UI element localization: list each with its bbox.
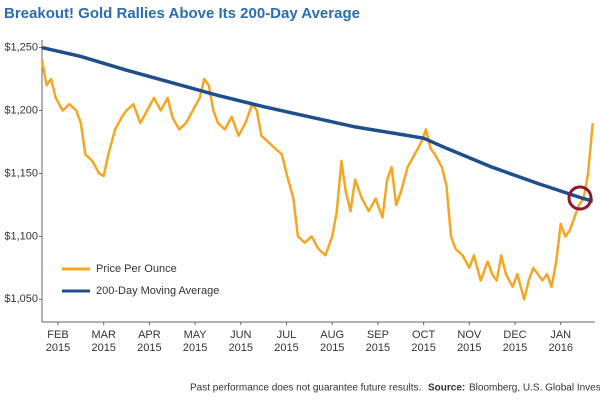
x-tick-label: SEP 2015: [366, 329, 390, 354]
x-tick-label: APR 2015: [137, 329, 161, 354]
x-tick-label: OCT 2015: [411, 329, 435, 354]
series-line: [41, 45, 594, 203]
x-tick-label: FEB 2015: [46, 329, 70, 354]
x-tick-label: JUN 2015: [229, 329, 253, 354]
legend-label: Price Per Ounce: [96, 263, 177, 275]
x-tick-label: DEC 2015: [503, 329, 527, 354]
x-tick-label: AUG 2015: [320, 329, 344, 354]
y-tick-label: $1,050: [4, 293, 38, 305]
footnote: Past performance does not guarantee futu…: [190, 383, 421, 394]
y-tick-label: $1,150: [4, 167, 38, 179]
y-tick-label: $1,250: [4, 41, 38, 53]
x-tick-label: JAN 2016: [548, 329, 572, 354]
x-tick-label: NOV 2015: [457, 329, 482, 354]
y-tick-label: $1,100: [4, 230, 38, 242]
source-label: Source:: [428, 383, 465, 394]
x-tick-label: MAR 2015: [91, 329, 116, 354]
y-tick-label: $1,200: [4, 104, 38, 116]
series-line: [40, 59, 594, 301]
x-tick-label: JUL 2015: [274, 329, 298, 354]
x-tick-label: MAY 2015: [183, 329, 207, 354]
source: Bloomberg, U.S. Global Investors: [469, 383, 600, 394]
legend-label: 200-Day Moving Average: [96, 285, 219, 297]
chart-title: Breakout! Gold Rallies Above Its 200-Day…: [4, 5, 360, 22]
highlight-circle: [567, 185, 593, 211]
